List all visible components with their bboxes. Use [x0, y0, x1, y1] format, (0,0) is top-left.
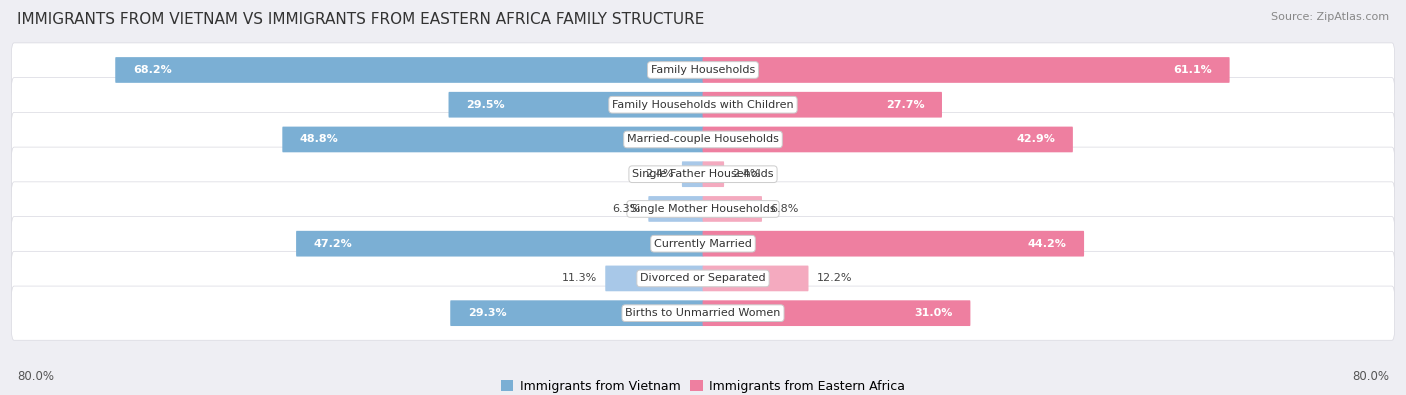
Text: 68.2%: 68.2%	[134, 65, 172, 75]
FancyBboxPatch shape	[703, 196, 762, 222]
Text: Married-couple Households: Married-couple Households	[627, 134, 779, 145]
FancyBboxPatch shape	[703, 300, 970, 326]
Text: Family Households: Family Households	[651, 65, 755, 75]
Legend: Immigrants from Vietnam, Immigrants from Eastern Africa: Immigrants from Vietnam, Immigrants from…	[501, 380, 905, 393]
Text: 42.9%: 42.9%	[1017, 134, 1056, 145]
FancyBboxPatch shape	[703, 127, 1073, 152]
Text: Currently Married: Currently Married	[654, 239, 752, 249]
Text: Source: ZipAtlas.com: Source: ZipAtlas.com	[1271, 12, 1389, 22]
Text: 31.0%: 31.0%	[914, 308, 953, 318]
Text: 29.5%: 29.5%	[467, 100, 505, 110]
FancyBboxPatch shape	[11, 112, 1395, 167]
Text: 6.3%: 6.3%	[612, 204, 640, 214]
Text: Single Father Households: Single Father Households	[633, 169, 773, 179]
Text: 2.4%: 2.4%	[645, 169, 673, 179]
FancyBboxPatch shape	[11, 182, 1395, 236]
Text: 48.8%: 48.8%	[299, 134, 339, 145]
FancyBboxPatch shape	[682, 161, 703, 187]
FancyBboxPatch shape	[115, 57, 703, 83]
FancyBboxPatch shape	[450, 300, 703, 326]
Text: 61.1%: 61.1%	[1173, 65, 1212, 75]
Text: 6.8%: 6.8%	[770, 204, 799, 214]
Text: 80.0%: 80.0%	[1353, 370, 1389, 383]
FancyBboxPatch shape	[703, 92, 942, 118]
FancyBboxPatch shape	[703, 161, 724, 187]
Text: Births to Unmarried Women: Births to Unmarried Women	[626, 308, 780, 318]
FancyBboxPatch shape	[11, 286, 1395, 340]
FancyBboxPatch shape	[11, 216, 1395, 271]
FancyBboxPatch shape	[703, 231, 1084, 256]
FancyBboxPatch shape	[449, 92, 703, 118]
Text: 29.3%: 29.3%	[468, 308, 506, 318]
FancyBboxPatch shape	[297, 231, 703, 256]
Text: 47.2%: 47.2%	[314, 239, 353, 249]
FancyBboxPatch shape	[11, 78, 1395, 132]
Text: IMMIGRANTS FROM VIETNAM VS IMMIGRANTS FROM EASTERN AFRICA FAMILY STRUCTURE: IMMIGRANTS FROM VIETNAM VS IMMIGRANTS FR…	[17, 12, 704, 27]
Text: 27.7%: 27.7%	[886, 100, 924, 110]
Text: 12.2%: 12.2%	[817, 273, 852, 284]
Text: 80.0%: 80.0%	[17, 370, 53, 383]
FancyBboxPatch shape	[283, 127, 703, 152]
FancyBboxPatch shape	[648, 196, 703, 222]
Text: Single Mother Households: Single Mother Households	[630, 204, 776, 214]
FancyBboxPatch shape	[703, 265, 808, 291]
FancyBboxPatch shape	[11, 43, 1395, 97]
FancyBboxPatch shape	[703, 57, 1230, 83]
Text: 11.3%: 11.3%	[562, 273, 598, 284]
FancyBboxPatch shape	[605, 265, 703, 291]
Text: 44.2%: 44.2%	[1028, 239, 1066, 249]
Text: Divorced or Separated: Divorced or Separated	[640, 273, 766, 284]
Text: Family Households with Children: Family Households with Children	[612, 100, 794, 110]
FancyBboxPatch shape	[11, 147, 1395, 201]
FancyBboxPatch shape	[11, 251, 1395, 305]
Text: 2.4%: 2.4%	[733, 169, 761, 179]
